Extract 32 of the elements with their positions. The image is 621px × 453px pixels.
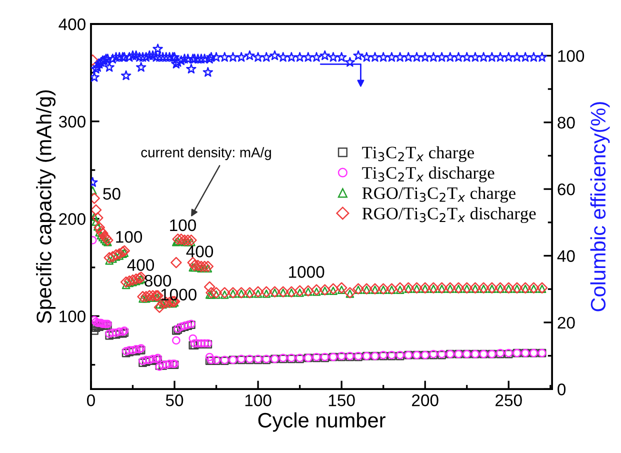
annotation: 800 <box>144 274 172 287</box>
y2-tick-label: 100 <box>558 50 584 62</box>
y2-tick-label: 20 <box>558 316 575 329</box>
y2-tick-label: 0 <box>558 384 566 396</box>
annotation: 1000 <box>289 266 324 278</box>
y2-tick-label: 40 <box>557 250 575 262</box>
x-axis-title: Cycle number <box>258 412 386 432</box>
x-tick-label: 100 <box>245 394 272 406</box>
annotation: 100 <box>170 219 196 232</box>
y2-axis-title: Columbic efficiency(%) <box>590 102 610 312</box>
annotation: current density: mA/g <box>141 147 271 160</box>
y2-tick-label: 60 <box>558 183 575 196</box>
y2-tick-label: 80 <box>558 116 575 129</box>
x-tick-label: 250 <box>496 394 522 406</box>
legend-label: Ti$_{3}$C$_{2}$T$_{x}$ charge <box>362 146 474 162</box>
annotation: 50 <box>103 188 120 200</box>
annotation: 400 <box>127 259 154 271</box>
x-tick-label: 200 <box>412 394 438 406</box>
legend-label: RGO/Ti$_{3}$C$_{2}$T$_{x}$ discharge <box>362 207 536 223</box>
x-tick-label: 50 <box>166 394 184 406</box>
y-tick-label: 200 <box>59 213 86 225</box>
annotation: 400 <box>186 246 214 258</box>
y-tick-label: 300 <box>58 116 86 128</box>
legend-label: Ti$_{3}$C$_{2}$T$_{x}$ discharge <box>362 166 494 182</box>
y-tick-label: 400 <box>58 18 86 30</box>
annotation: 100 <box>116 231 142 243</box>
x-tick-label: 0 <box>86 394 95 406</box>
annotation: 1000 <box>161 288 196 300</box>
y-axis-title: Specific capacity (mAh/g) <box>36 90 56 324</box>
y-tick-label: 100 <box>60 310 86 322</box>
x-tick-label: 150 <box>328 394 355 406</box>
legend-label: RGO/Ti$_{3}$C$_{2}$T$_{x}$ charge <box>362 186 516 203</box>
